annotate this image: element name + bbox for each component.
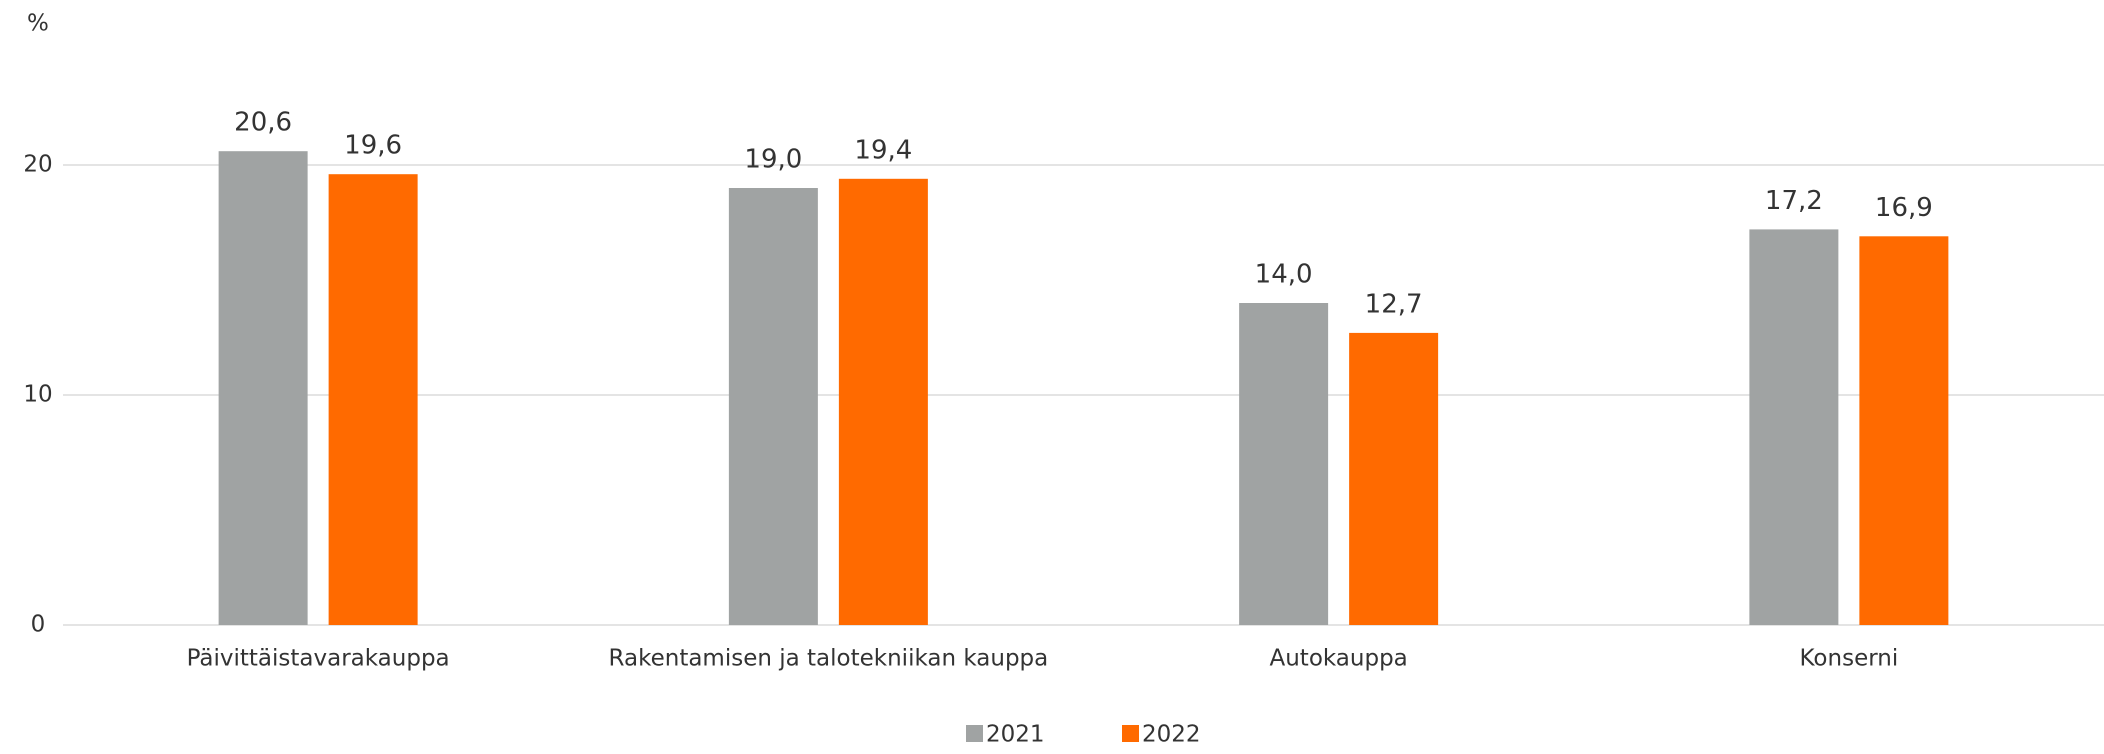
value-label: 19,4 bbox=[854, 135, 912, 165]
value-label: 12,7 bbox=[1365, 289, 1423, 319]
x-tick-label: Konserni bbox=[1800, 646, 1899, 672]
legend-swatch bbox=[1122, 725, 1139, 742]
y-tick-label: 0 bbox=[31, 612, 46, 638]
bar bbox=[728, 188, 818, 625]
bar bbox=[838, 178, 928, 626]
value-label: 19,0 bbox=[744, 145, 802, 175]
bar bbox=[1859, 236, 1949, 626]
bar bbox=[1239, 303, 1329, 625]
x-tick-label: Päivittäistavarakauppa bbox=[187, 646, 450, 672]
legend-swatch bbox=[966, 725, 983, 742]
value-label: 16,9 bbox=[1875, 193, 1933, 223]
bar bbox=[218, 151, 308, 625]
bar bbox=[328, 174, 418, 625]
bar bbox=[1349, 332, 1439, 625]
y-tick-label: 20 bbox=[23, 152, 52, 178]
legend-label: 2021 bbox=[986, 722, 1045, 748]
y-axis-label: % bbox=[27, 11, 49, 37]
x-tick-label: Autokauppa bbox=[1269, 646, 1407, 672]
value-label: 17,2 bbox=[1765, 186, 1823, 216]
value-label: 19,6 bbox=[344, 131, 402, 161]
bar bbox=[1749, 229, 1839, 625]
value-label: 20,6 bbox=[234, 108, 292, 138]
value-label: 14,0 bbox=[1255, 260, 1313, 290]
y-tick-label: 10 bbox=[23, 382, 52, 408]
legend-label: 2022 bbox=[1142, 722, 1201, 748]
x-tick-label: Rakentamisen ja talotekniikan kauppa bbox=[609, 646, 1049, 672]
